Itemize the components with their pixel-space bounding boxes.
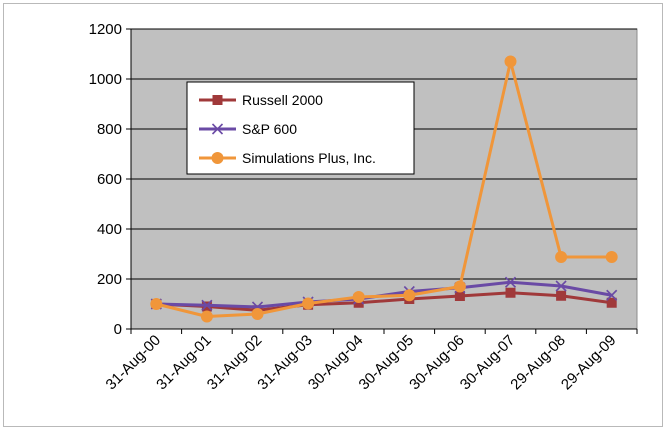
- y-tick-label: 800: [97, 121, 122, 138]
- data-point: [504, 55, 517, 68]
- data-point: [505, 287, 516, 298]
- y-tick-label: 1000: [89, 71, 122, 88]
- marker-stroke: [211, 123, 224, 135]
- y-tick-label: 600: [97, 171, 122, 188]
- data-point: [302, 297, 315, 310]
- data-point: [201, 299, 213, 311]
- y-tick-label: 0: [114, 321, 122, 338]
- marker-stroke: [555, 280, 567, 292]
- data-point: [251, 308, 264, 320]
- data-point: [454, 291, 465, 301]
- x-tick-label: 29-Aug-09: [558, 332, 620, 394]
- data-point: [200, 310, 213, 323]
- marker-stroke: [606, 289, 618, 301]
- data-point: [453, 280, 466, 293]
- data-point: [606, 297, 617, 308]
- legend-label: Russell 2000: [242, 92, 323, 108]
- legend: Russell 2000 S&P 600 Simulations Plus, Inc…: [186, 81, 415, 175]
- legend-swatch-marker: [212, 95, 223, 105]
- legend-item: Simulations Plus, Inc.: [199, 150, 376, 166]
- data-point: [352, 291, 365, 303]
- data-point: [555, 251, 568, 263]
- legend-item: S&P 600: [199, 121, 297, 137]
- legend-label: S&P 600: [242, 121, 297, 137]
- legend-swatch-marker: [211, 152, 224, 164]
- data-point: [150, 298, 163, 310]
- series-line: [155, 60, 612, 318]
- series-line: [156, 291, 612, 312]
- y-tick-label: 400: [97, 221, 122, 238]
- data-point: [403, 289, 416, 302]
- legend-item: Russell 2000: [199, 92, 323, 108]
- chart-frame: 0 200 400 600 800 1000 1200 31-Aug-00 31-Aug-01…: [3, 3, 663, 427]
- data-point: [556, 290, 567, 301]
- data-point: [555, 280, 567, 292]
- legend-swatch-marker: [211, 123, 224, 135]
- marker-stroke: [201, 299, 213, 311]
- y-tick-label: 200: [97, 271, 122, 288]
- data-point: [606, 289, 618, 301]
- legend-label: Simulations Plus, Inc.: [242, 150, 376, 166]
- marker-stroke: [504, 276, 517, 288]
- data-point: [605, 251, 618, 263]
- series-simulations-plus-inc: [150, 55, 618, 323]
- data-point: [504, 276, 517, 288]
- y-tick-label: 1200: [89, 21, 122, 38]
